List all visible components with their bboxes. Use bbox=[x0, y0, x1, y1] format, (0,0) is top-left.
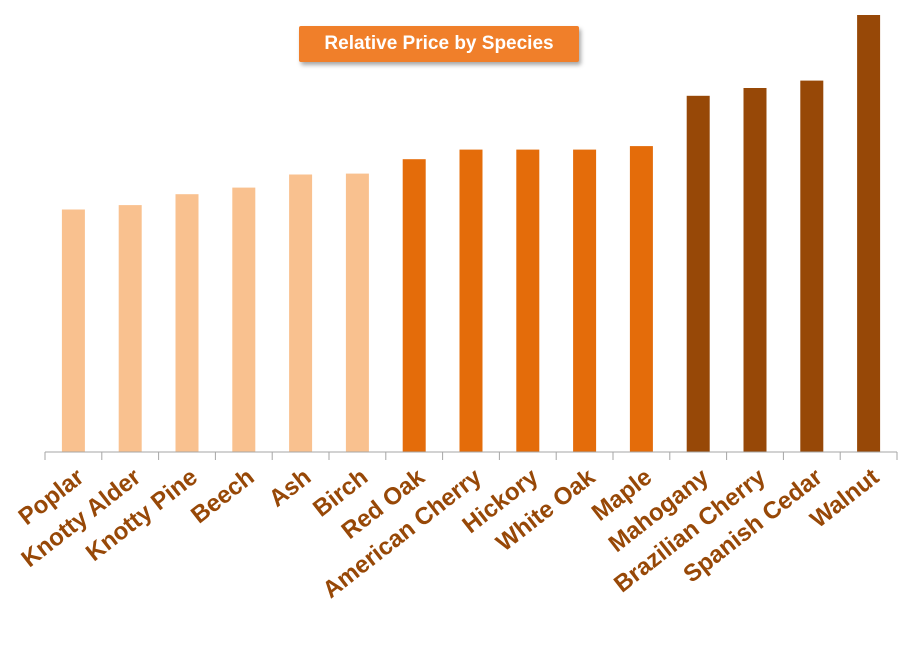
bar-hickory bbox=[516, 149, 540, 452]
bar-knotty-pine bbox=[175, 194, 199, 452]
chart-title: Relative Price by Species bbox=[324, 33, 554, 54]
bar-red-oak bbox=[402, 159, 426, 452]
bar-maple bbox=[629, 146, 653, 452]
bar-american-cherry bbox=[459, 149, 483, 452]
x-tick-label: Ash bbox=[264, 463, 316, 512]
chart-title-box: Relative Price by Species bbox=[299, 26, 579, 62]
bar-spanish-cedar bbox=[800, 80, 824, 452]
bar-beech bbox=[232, 187, 256, 452]
bar-walnut bbox=[857, 15, 881, 452]
bar-ash bbox=[289, 174, 313, 452]
bar-knotty-alder bbox=[118, 205, 142, 452]
bar-mahogany bbox=[686, 95, 710, 453]
bar-brazilian-cherry bbox=[743, 88, 767, 452]
bar-white-oak bbox=[573, 149, 597, 452]
bar-birch bbox=[345, 173, 369, 452]
x-tick-label: Beech bbox=[186, 463, 259, 529]
bar-poplar bbox=[61, 209, 85, 452]
